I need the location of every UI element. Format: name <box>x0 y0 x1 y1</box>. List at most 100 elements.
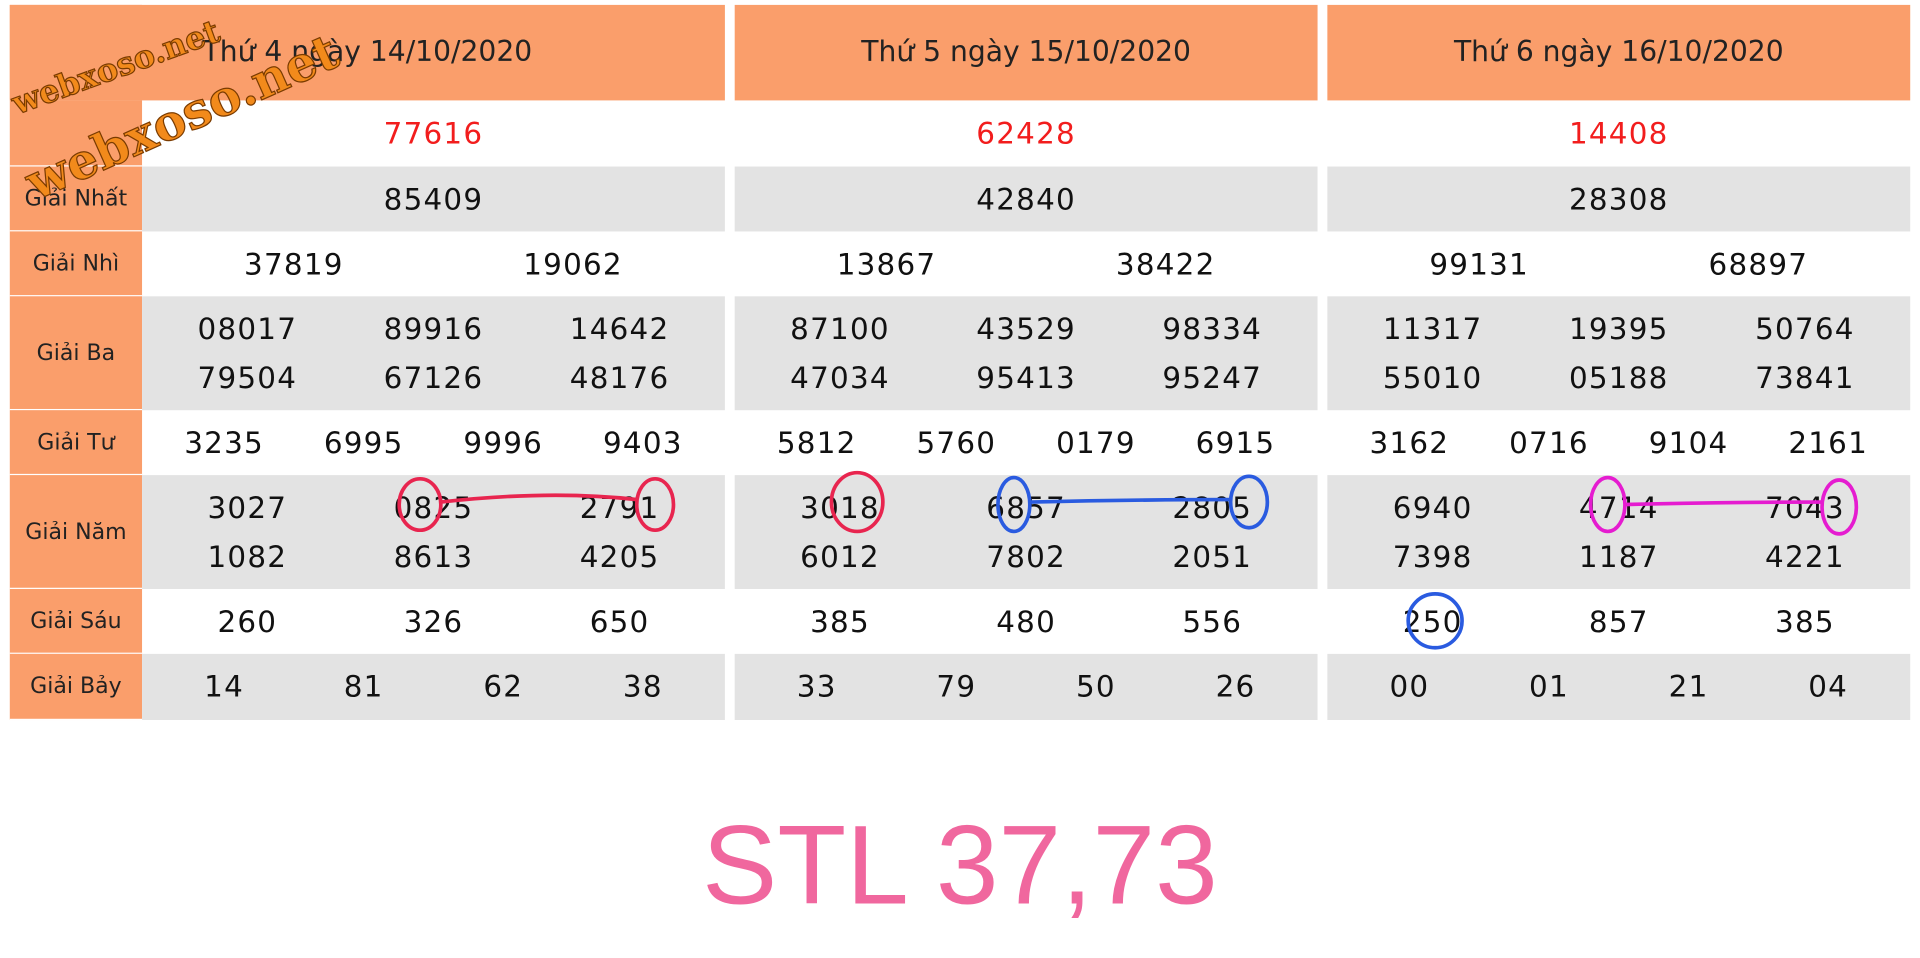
prize-number: 5760 <box>916 425 997 460</box>
row-bg <box>1327 166 1911 232</box>
prize-number: 4221 <box>1765 539 1845 574</box>
row-bg <box>142 475 725 589</box>
prize-number: 9104 <box>1648 425 1729 460</box>
prize-number: 87100 <box>790 311 890 346</box>
prize-number: 1187 <box>1578 539 1659 574</box>
prize-number: 3018 <box>800 490 880 525</box>
prize-number: 01 <box>1529 669 1569 705</box>
prize-number: 21 <box>1668 669 1709 705</box>
prize-number: 1082 <box>207 539 288 574</box>
prize-number: 2805 <box>1172 490 1253 525</box>
prize-number: 79 <box>936 669 977 705</box>
prize-number: 3027 <box>207 490 288 525</box>
prize-number: 38422 <box>1115 246 1216 282</box>
prize-number: 385 <box>1775 604 1835 639</box>
prize-label: Giải Năm <box>9 475 143 589</box>
prize-number: 33 <box>796 669 837 705</box>
prize-number: 9403 <box>603 425 683 460</box>
prize-label: Giải Nhì <box>9 231 143 297</box>
prize-number: 89916 <box>383 311 484 346</box>
prize-number: 5812 <box>776 425 857 460</box>
prize-number: 08017 <box>197 311 298 346</box>
prize-number: 67126 <box>383 360 484 395</box>
prize-number: 13867 <box>836 246 937 282</box>
special-prize: 62428 <box>976 116 1076 151</box>
special-prize: 14408 <box>1568 116 1669 151</box>
row-bg <box>142 296 725 411</box>
prize-number: 62 <box>483 669 524 705</box>
prize-number: 28308 <box>1568 181 1669 217</box>
prize-number: 0179 <box>1056 425 1136 460</box>
prize-number: 650 <box>589 604 650 639</box>
prize-number: 260 <box>217 604 278 639</box>
prize-number: 14642 <box>569 311 670 346</box>
prize-label: Giải Tư <box>9 410 143 476</box>
prize-number: 9996 <box>463 425 544 460</box>
prize-number: 8613 <box>393 539 474 574</box>
prize-label: Giải Sáu <box>9 588 143 654</box>
prize-number: 50764 <box>1755 311 1855 346</box>
prize-number: 98334 <box>1162 311 1263 346</box>
day-header: Thứ 5 ngày 15/10/2020 <box>734 4 1318 101</box>
prize-number: 0825 <box>393 490 474 525</box>
prize-number: 43529 <box>976 311 1076 346</box>
prize-number: 19062 <box>523 246 623 282</box>
prize-number: 37819 <box>244 246 344 282</box>
prize-number: 3235 <box>184 425 264 460</box>
prize-label: Giải Ba <box>9 296 143 411</box>
row-bg <box>142 166 725 232</box>
prize-number: 05188 <box>1568 360 1669 395</box>
prize-number: 99131 <box>1429 246 1529 282</box>
label-cell <box>9 100 143 167</box>
prize-number: 26 <box>1215 669 1256 705</box>
prize-number: 50 <box>1075 669 1116 705</box>
prize-number: 4205 <box>579 539 660 574</box>
row-bg <box>734 296 1318 411</box>
prize-label: Giải Nhất <box>9 166 143 232</box>
prize-number: 47034 <box>790 360 890 395</box>
prize-number: 2051 <box>1172 539 1253 574</box>
prize-number: 6995 <box>323 425 404 460</box>
prize-label: Giải Bảy <box>9 653 143 721</box>
prize-number: 7398 <box>1392 539 1473 574</box>
prize-number: 7043 <box>1765 490 1845 525</box>
row-bg <box>1327 653 1911 721</box>
prize-number: 857 <box>1588 604 1649 639</box>
prize-number: 7802 <box>986 539 1066 574</box>
special-prize: 77616 <box>383 116 484 151</box>
prize-number: 68897 <box>1708 246 1809 282</box>
prize-number: 6915 <box>1195 425 1276 460</box>
day-header: Thứ 4 ngày 14/10/2020 <box>9 4 725 101</box>
prize-number: 00 <box>1389 669 1430 705</box>
prize-number: 0716 <box>1509 425 1589 460</box>
prize-number: 6012 <box>800 539 880 574</box>
prize-number: 55010 <box>1382 360 1483 395</box>
prize-number: 14 <box>204 669 245 705</box>
prize-number: 95247 <box>1162 360 1263 395</box>
prize-number: 42840 <box>976 181 1076 217</box>
prize-number: 556 <box>1182 604 1243 639</box>
row-bg <box>734 653 1318 721</box>
prize-number: 11317 <box>1382 311 1483 346</box>
prize-number: 3162 <box>1369 425 1450 460</box>
prize-number: 95413 <box>976 360 1076 395</box>
prize-number: 38 <box>622 669 663 705</box>
prize-number: 19395 <box>1568 311 1669 346</box>
row-bg <box>734 166 1318 232</box>
prize-number: 6940 <box>1392 490 1473 525</box>
prize-number: 79504 <box>197 360 298 395</box>
prize-number: 480 <box>996 604 1057 639</box>
prize-number: 48176 <box>569 360 670 395</box>
row-bg <box>142 653 725 721</box>
row-bg <box>1327 475 1911 589</box>
prize-number: 73841 <box>1755 360 1855 395</box>
footer-text: STL 37,73 <box>702 803 1218 929</box>
prize-number: 326 <box>403 604 464 639</box>
row-bg <box>1327 296 1911 411</box>
prize-number: 81 <box>343 669 384 705</box>
prize-number: 2161 <box>1788 425 1869 460</box>
prize-number: 85409 <box>383 181 484 217</box>
